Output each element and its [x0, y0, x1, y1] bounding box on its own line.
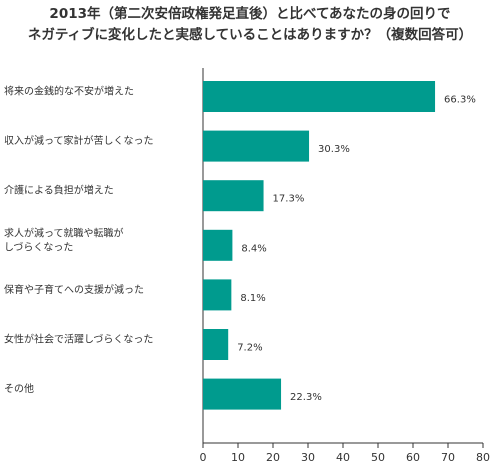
chart-title: 2013年（第二次安倍政権発足直後）と比べてあなたの身の回りで ネガティブに変化… [0, 4, 500, 46]
x-tick-label: 80 [476, 451, 490, 464]
value-label: 22.3% [290, 392, 322, 403]
title-line-2: ネガティブに変化したと実感していることはありますか？（複数回答可） [27, 27, 473, 43]
value-label: 66.3% [444, 95, 476, 106]
value-label: 8.4% [241, 243, 266, 254]
category-label: 女性が社会で活躍しづらくなった [4, 333, 153, 346]
x-tick-label: 40 [336, 451, 350, 464]
bar [203, 81, 436, 112]
value-label: 7.2% [237, 343, 262, 354]
category-label: しづらくなった [4, 241, 73, 253]
category-label: 将来の金銭的な不安が増えた [4, 85, 134, 98]
bar [203, 279, 232, 311]
category-label: 求人が減って就職や転職が [4, 226, 124, 239]
x-tick-label: 0 [200, 451, 207, 464]
bar [203, 229, 233, 261]
x-tick-label: 60 [406, 451, 420, 464]
value-label: 8.1% [240, 293, 265, 304]
category-label: その他 [4, 382, 34, 395]
bar [203, 130, 310, 162]
x-tick-label: 20 [266, 451, 280, 464]
x-tick-label: 50 [371, 451, 385, 464]
category-label: 保育や子育てへの支援が減った [4, 283, 144, 296]
value-label: 30.3% [318, 144, 350, 155]
x-tick-label: 30 [301, 451, 315, 464]
bar [203, 180, 264, 212]
x-tick-label: 10 [231, 451, 245, 464]
bar [203, 378, 282, 410]
value-label: 17.3% [273, 194, 305, 205]
category-label: 介護による負担が増えた [4, 184, 114, 197]
title-line-1: 2013年（第二次安倍政権発足直後）と比べてあなたの身の回りで [49, 6, 451, 22]
x-tick-label: 70 [441, 451, 455, 464]
category-label: 収入が減って家計が苦しくなった [4, 134, 154, 147]
bar [203, 329, 229, 360]
